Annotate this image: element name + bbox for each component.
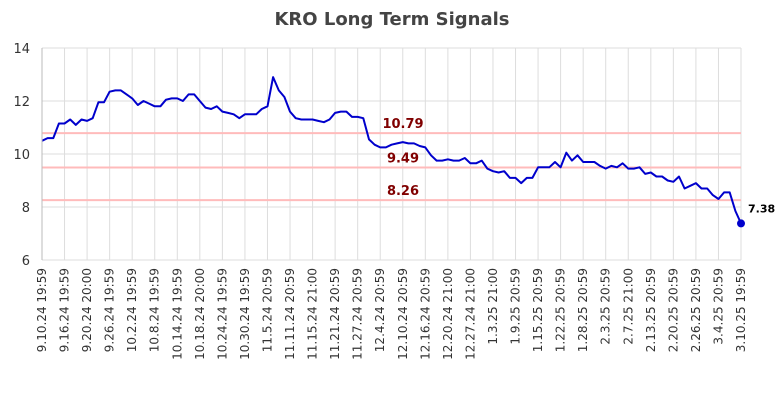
x-tick-label: 9.20.24 20:00 [80,268,94,352]
x-tick-label: 12.4.24 20:59 [373,268,387,352]
x-tick-label: 10.18.24 20:00 [193,268,207,360]
y-tick-label: 10 [13,148,30,163]
x-tick-label: 2.20.25 20:59 [666,268,680,352]
x-tick-label: 11.21.24 20:59 [328,268,342,360]
reference-lines [42,132,741,202]
last-value-label: 7.38 [748,202,775,215]
x-tick-label: 11.11.24 20:59 [283,268,297,360]
x-tick-label: 1.28.25 20:59 [576,268,590,352]
labels: 10.79 9.49 8.26 7.38 [382,117,775,215]
x-tick-label: 3.4.25 20:59 [711,268,725,345]
x-tick-label: 12.16.24 20:59 [418,268,432,360]
series-layer [41,76,745,228]
y-tick-label: 8 [22,201,30,216]
x-tick-label: 2.26.25 20:59 [689,268,703,352]
reference-line-label: 8.26 [387,184,419,199]
last-value-point [737,219,745,228]
y-tick-label: 12 [13,95,30,110]
reference-line-label: 10.79 [382,117,423,132]
x-tick-label: 1.9.25 20:59 [509,268,523,345]
x-tick-label: 10.30.24 19:59 [238,268,252,360]
chart-title: KRO Long Term Signals [274,9,509,30]
x-tick-label: 2.13.25 20:59 [644,268,658,352]
x-tick-label: 11.27.24 20:59 [351,268,365,360]
series-line [41,76,742,224]
x-tick-label: 10.24.24 19:59 [215,268,229,360]
x-tick-label: 1.15.25 20:59 [531,268,545,352]
x-tick-label: 2.3.25 20:59 [599,268,613,345]
x-tick-label: 12.27.24 21:00 [463,268,477,360]
reference-line-label: 9.49 [387,152,419,167]
x-tick-label: 1.3.25 21:00 [486,268,500,345]
x-tick-label: 10.8.24 19:59 [148,268,162,352]
x-tick-label: 9.16.24 19:59 [58,268,72,352]
x-tick-label: 1.22.25 20:59 [554,268,568,352]
x-tick-label: 2.7.25 21:00 [621,268,635,345]
x-tick-label: 3.10.25 19:59 [734,268,748,352]
x-tick-label: 10.2.24 19:59 [125,268,139,352]
y-tick-label: 14 [13,42,30,57]
x-tick-label: 10.14.24 19:59 [170,268,184,360]
y-tick-label: 6 [22,254,30,269]
axes: 6 8 10 12 14 9.10.24 19:59 9.16.24 19:59 9.20.2… [13,42,748,360]
x-tick-label: 9.26.24 19:59 [103,268,117,352]
x-tick-label: 9.10.24 19:59 [35,268,49,352]
x-tick-label: 12.20.24 21:00 [441,268,455,360]
x-tick-label: 11.15.24 21:00 [306,268,320,360]
x-tick-label: 12.10.24 20:59 [396,268,410,360]
x-tick-label: 11.5.24 20:59 [260,268,274,352]
